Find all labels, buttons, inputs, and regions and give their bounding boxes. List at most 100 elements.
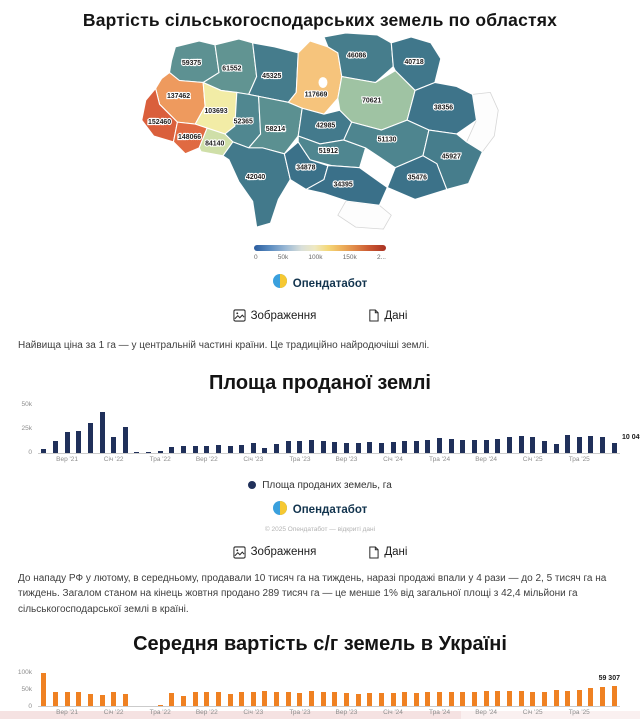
- bar[interactable]: [413, 440, 419, 453]
- bar[interactable]: [588, 688, 594, 706]
- bar[interactable]: [204, 691, 210, 706]
- sold-area-series-legend[interactable]: Площа проданих земель, га: [0, 480, 640, 491]
- bar[interactable]: [541, 692, 547, 706]
- bar[interactable]: [530, 437, 536, 453]
- bar[interactable]: [239, 444, 245, 453]
- bar[interactable]: [285, 692, 291, 706]
- bar[interactable]: [553, 443, 559, 453]
- bar[interactable]: [425, 440, 431, 453]
- bar[interactable]: [41, 449, 47, 453]
- region-odesa[interactable]: [222, 141, 291, 228]
- bar[interactable]: [576, 437, 582, 453]
- bar[interactable]: [250, 442, 256, 453]
- bar[interactable]: [285, 440, 291, 453]
- bar[interactable]: [472, 691, 478, 706]
- download-data-button[interactable]: Дані: [368, 309, 407, 322]
- bar[interactable]: [460, 440, 466, 453]
- bar[interactable]: [541, 440, 547, 453]
- bar[interactable]: [52, 692, 58, 706]
- bar[interactable]: [332, 441, 338, 453]
- bar[interactable]: [437, 691, 443, 706]
- bar[interactable]: [611, 685, 617, 706]
- bar[interactable]: [87, 422, 93, 453]
- bar[interactable]: [134, 451, 140, 453]
- bar[interactable]: [181, 695, 186, 706]
- bar[interactable]: [343, 442, 349, 453]
- bar[interactable]: [355, 693, 361, 706]
- bar[interactable]: [169, 446, 175, 453]
- bar[interactable]: [530, 691, 536, 706]
- bar[interactable]: [309, 690, 315, 706]
- bar[interactable]: [320, 691, 326, 706]
- opendatabot-logo-2[interactable]: Опендатабот: [0, 500, 640, 520]
- region-kherson[interactable]: [304, 165, 389, 206]
- bar[interactable]: [227, 445, 233, 453]
- bar[interactable]: [111, 437, 117, 453]
- bar[interactable]: [483, 691, 489, 706]
- bar[interactable]: [41, 673, 47, 706]
- bar[interactable]: [262, 690, 268, 706]
- bar[interactable]: [204, 445, 210, 453]
- bar[interactable]: [378, 442, 384, 453]
- bar[interactable]: [146, 451, 152, 453]
- bar[interactable]: [64, 691, 70, 706]
- region-crimea[interactable]: [337, 200, 392, 230]
- bar[interactable]: [448, 692, 454, 706]
- bar[interactable]: [495, 691, 501, 706]
- bar[interactable]: [332, 692, 338, 706]
- bar[interactable]: [413, 693, 419, 706]
- bar[interactable]: [157, 451, 163, 453]
- bar[interactable]: [588, 436, 594, 453]
- bar[interactable]: [402, 440, 408, 453]
- download-image-button[interactable]: Зображення: [232, 309, 316, 322]
- bar[interactable]: [274, 691, 280, 706]
- bar[interactable]: [64, 432, 70, 453]
- bar[interactable]: [506, 690, 512, 706]
- download-data-button[interactable]: Дані: [368, 545, 407, 559]
- bar[interactable]: [111, 692, 117, 706]
- bar[interactable]: [355, 443, 361, 453]
- bar[interactable]: [390, 441, 396, 453]
- bar[interactable]: [215, 444, 221, 453]
- bar[interactable]: [157, 705, 163, 706]
- bar[interactable]: [274, 443, 280, 453]
- bar[interactable]: [343, 693, 349, 706]
- bar[interactable]: [495, 439, 501, 453]
- bar[interactable]: [320, 440, 326, 453]
- bar[interactable]: [192, 691, 198, 706]
- bar[interactable]: [565, 435, 571, 453]
- bar[interactable]: [425, 692, 431, 706]
- bar[interactable]: [367, 693, 373, 706]
- bar[interactable]: [297, 693, 303, 706]
- bar[interactable]: [600, 437, 606, 453]
- bar[interactable]: [181, 445, 186, 453]
- bar[interactable]: [215, 691, 221, 706]
- bar[interactable]: [378, 693, 384, 706]
- bar[interactable]: [600, 686, 606, 706]
- bar[interactable]: [99, 694, 105, 706]
- bar[interactable]: [87, 694, 93, 706]
- bar[interactable]: [483, 440, 489, 453]
- download-image-button[interactable]: Зображення: [232, 545, 316, 559]
- bar[interactable]: [506, 437, 512, 453]
- bar[interactable]: [99, 412, 105, 453]
- bar[interactable]: [402, 692, 408, 706]
- bar[interactable]: [250, 691, 256, 706]
- bar[interactable]: [448, 439, 454, 453]
- bar[interactable]: [390, 692, 396, 706]
- opendatabot-logo[interactable]: Опендатабот: [0, 274, 640, 293]
- bar[interactable]: [472, 440, 478, 453]
- bar[interactable]: [576, 689, 582, 706]
- bar[interactable]: [309, 440, 315, 453]
- bar[interactable]: [52, 440, 58, 453]
- bar[interactable]: [76, 692, 82, 706]
- bar[interactable]: [565, 691, 571, 706]
- bar[interactable]: [122, 426, 128, 453]
- bar[interactable]: [611, 442, 617, 453]
- bar[interactable]: [297, 440, 303, 453]
- bar[interactable]: [518, 691, 524, 706]
- region-zakarpattia[interactable]: [141, 87, 178, 143]
- bar[interactable]: [367, 441, 373, 453]
- bar[interactable]: [192, 446, 198, 453]
- bar[interactable]: [122, 694, 128, 706]
